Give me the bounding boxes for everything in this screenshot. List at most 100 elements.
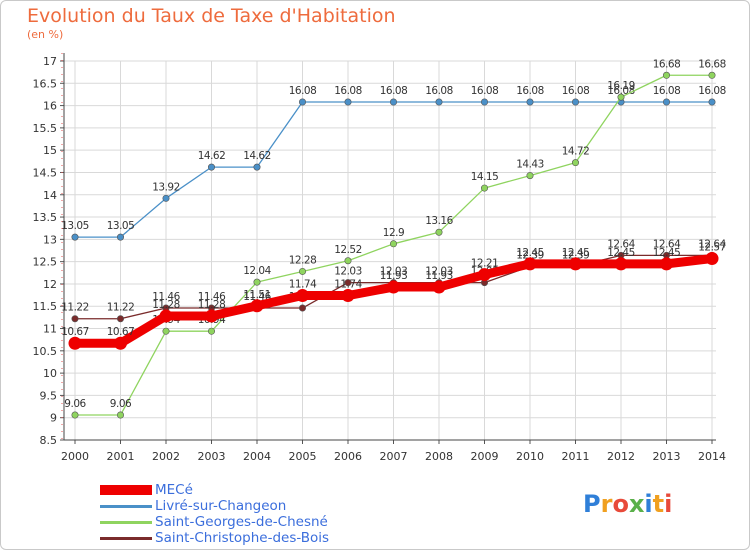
data-point [344,98,352,106]
legend-label: Livré-sur-Changeon [155,498,287,514]
data-label: 11.74 [289,279,317,291]
x-tick-label: 2013 [653,450,681,463]
data-label: 16.08 [425,85,453,97]
data-label: 12.03 [380,266,408,278]
data-point [435,98,443,106]
data-label: 16.08 [380,85,408,97]
y-tick-label: 14.5 [33,166,58,179]
data-label: 10.67 [107,326,135,338]
data-point [117,315,125,323]
data-point [344,279,352,287]
data-point [162,194,170,202]
y-tick-label: 14 [43,189,57,202]
data-label: 11.22 [61,302,89,314]
data-label: 12.45 [516,247,544,259]
data-label: 14.62 [243,150,271,162]
y-tick-label: 12 [43,278,57,291]
y-tick-label: 8.5 [40,434,58,447]
data-point [117,233,125,241]
x-tick-label: 2005 [289,450,317,463]
legend-label: MECé [155,482,193,498]
data-label: 9.06 [110,398,132,410]
x-tick-label: 2012 [607,450,635,463]
x-tick-label: 2004 [243,450,271,463]
y-tick-label: 13.5 [33,211,58,224]
logo-letter: P [583,490,601,518]
y-tick-label: 13 [43,233,57,246]
data-label: 12.45 [607,247,635,259]
data-point [159,309,173,323]
data-label: 13.92 [152,181,180,193]
data-point [569,257,582,271]
data-label: 16.08 [334,85,362,97]
data-point [617,93,625,101]
data-label: 16.68 [698,58,726,70]
data-label: 11.46 [152,291,180,303]
proxiti-logo: Proxiti [583,490,672,518]
data-point [523,257,537,271]
data-point [387,280,400,294]
data-label: 12.03 [334,266,362,278]
data-point [480,98,488,106]
data-label: 14.62 [198,150,226,162]
data-label: 11.28 [198,299,226,311]
data-label: 16.68 [653,58,681,70]
data-point [480,184,488,192]
data-label: 16.08 [471,85,499,97]
data-label: 12.39 [562,250,590,262]
data-point [435,228,443,236]
data-point [71,315,79,323]
data-point [662,71,670,79]
data-point [478,268,491,282]
data-point [296,289,309,303]
y-tick-label: 12.5 [33,256,58,269]
x-tick-label: 2011 [562,450,590,463]
data-label: 16.08 [289,85,317,97]
y-tick-label: 11 [43,323,57,336]
data-label: 12.21 [471,258,499,270]
data-point [708,98,716,106]
logo-letter: t [652,490,665,518]
data-label: 11.28 [152,299,180,311]
data-label: 12.03 [425,266,453,278]
logo-letter: i [664,490,673,518]
data-label: 16.08 [653,85,681,97]
legend-swatch [100,505,152,508]
y-tick-label: 9 [50,412,57,425]
legend-swatch [100,537,152,540]
legend-label: Saint-Christophe-des-Bois [155,530,330,546]
data-point [705,252,719,266]
data-point [708,71,716,79]
x-tick-label: 2010 [516,450,544,463]
x-tick-label: 2006 [334,450,362,463]
data-point [662,98,670,106]
y-tick-label: 11.5 [33,300,58,313]
x-tick-label: 2008 [425,450,453,463]
data-point [526,98,534,106]
data-point [526,172,534,180]
data-label: 11.74 [334,279,362,291]
x-tick-label: 2003 [198,450,226,463]
data-point [208,327,216,335]
y-tick-label: 16 [43,100,57,113]
data-label: 16.19 [607,80,635,92]
data-point [208,163,216,171]
y-tick-label: 10.5 [33,345,58,358]
data-point [344,257,352,265]
data-point [68,336,82,350]
data-label: 12.64 [653,238,681,250]
logo-letter: r [600,490,613,518]
legend-label: Saint-Georges-de-Chesné [155,514,328,530]
data-label: 12.64 [698,238,726,250]
data-label: 12.04 [243,265,271,277]
x-tick-label: 2007 [380,450,408,463]
data-label: 16.08 [516,85,544,97]
data-label: 12.64 [607,238,635,250]
y-tick-label: 16.5 [33,77,58,90]
data-point [389,240,397,248]
data-point [117,411,125,419]
data-label: 13.05 [61,220,89,232]
x-tick-label: 2014 [698,450,726,463]
data-label: 16.08 [698,85,726,97]
data-point [341,289,355,303]
